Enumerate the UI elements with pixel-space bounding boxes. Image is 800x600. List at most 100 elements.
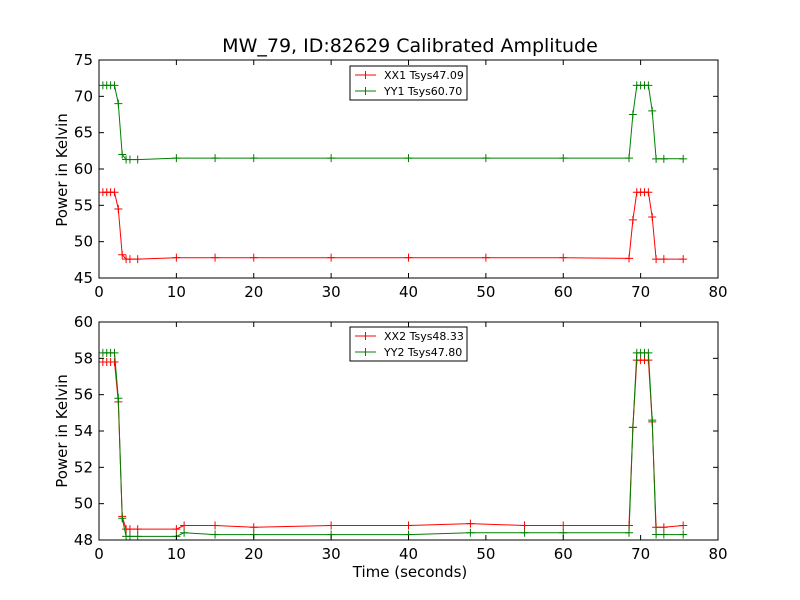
data-point-marker — [652, 154, 661, 163]
data-point-marker — [659, 255, 668, 264]
series-line-2 — [102, 352, 684, 537]
data-point-marker — [625, 528, 634, 537]
data-point-marker — [652, 530, 661, 539]
data-point-marker — [628, 423, 637, 432]
x-tick-label: 80 — [708, 545, 727, 563]
x-tick-label: 0 — [94, 545, 104, 563]
data-point-marker — [114, 394, 123, 403]
bottom-plot: 0 10 20 30 40 50 60 70 80 48 50 52 54 56 58 60 XX2 Tsys4… — [74, 313, 728, 563]
y-tick-label: 60 — [74, 160, 93, 178]
data-point-marker — [114, 204, 123, 213]
y-tick-label: 55 — [74, 196, 93, 214]
data-point-marker — [644, 81, 653, 90]
legend-marker — [362, 332, 369, 340]
x-tick-label: 30 — [322, 545, 341, 563]
data-point-marker — [211, 154, 220, 163]
data-point-marker — [481, 154, 490, 163]
chart-title: MW_79, ID:82629 Calibrated Amplitude — [222, 35, 598, 57]
y-tick-label: 50 — [74, 233, 93, 251]
legend-marker — [362, 87, 369, 95]
series-line-1 — [102, 191, 684, 260]
data-point-marker — [466, 519, 475, 528]
data-point-marker — [644, 348, 653, 357]
data-point-marker — [648, 212, 657, 221]
data-point-marker — [180, 521, 189, 530]
data-point-marker — [327, 253, 336, 262]
legend-marker — [362, 348, 369, 356]
y-tick-label: 48 — [74, 531, 93, 549]
data-point-marker — [118, 250, 127, 259]
data-point-marker — [559, 253, 568, 262]
y-axis-label-top: Power in Kelvin — [53, 113, 71, 227]
data-point-marker — [133, 532, 142, 541]
data-point-marker — [404, 253, 413, 262]
series-line-1 — [102, 359, 684, 530]
data-point-marker — [110, 348, 119, 357]
data-point-marker — [133, 155, 142, 164]
data-point-marker — [652, 255, 661, 264]
y-tick-label: 70 — [74, 87, 93, 105]
data-point-marker — [466, 528, 475, 537]
data-point-marker — [327, 521, 336, 530]
x-tick-label: 10 — [167, 283, 186, 301]
data-point-marker — [659, 523, 668, 532]
x-tick-label: 20 — [244, 545, 263, 563]
legend-label: YY1 Tsys60.70 — [383, 85, 462, 98]
data-point-marker — [249, 523, 258, 532]
x-tick-label: 50 — [476, 545, 495, 563]
legend-marker — [362, 71, 369, 79]
data-point-marker — [327, 154, 336, 163]
data-point-marker — [110, 357, 119, 366]
x-tick-label: 80 — [708, 283, 727, 301]
x-tick-label: 50 — [476, 283, 495, 301]
legend-label: YY2 Tsys47.80 — [383, 346, 462, 359]
data-point-marker — [172, 253, 181, 262]
y-tick-label: 50 — [74, 495, 93, 513]
data-point-marker — [125, 525, 134, 534]
data-point-marker — [559, 521, 568, 530]
legend-label: XX2 Tsys48.33 — [384, 330, 464, 343]
data-point-marker — [628, 215, 637, 224]
legend-box — [349, 326, 468, 362]
data-point-marker — [648, 416, 657, 425]
data-point-marker — [404, 521, 413, 530]
x-tick-label: 30 — [322, 283, 341, 301]
data-point-marker — [628, 110, 637, 119]
data-point-marker — [679, 255, 688, 264]
data-point-marker — [180, 528, 189, 537]
data-point-marker — [125, 255, 134, 264]
data-point-marker — [125, 532, 134, 541]
data-point-marker — [133, 525, 142, 534]
data-point-marker — [125, 155, 134, 164]
y-tick-label: 58 — [74, 349, 93, 367]
data-point-marker — [481, 253, 490, 262]
y-tick-label: 52 — [74, 458, 93, 476]
legend: XX1 Tsys47.09 YY1 Tsys60.70 — [349, 65, 468, 101]
x-tick-label: 20 — [244, 283, 263, 301]
data-point-marker — [659, 154, 668, 163]
y-tick-label: 54 — [74, 422, 93, 440]
data-point-marker — [172, 154, 181, 163]
x-tick-label: 40 — [399, 283, 418, 301]
data-point-marker — [644, 188, 653, 197]
data-point-marker — [249, 253, 258, 262]
data-point-marker — [520, 528, 529, 537]
data-point-marker — [520, 521, 529, 530]
data-point-marker — [118, 150, 127, 159]
y-tick-label: 65 — [74, 124, 93, 142]
data-point-marker — [110, 81, 119, 90]
data-point-marker — [211, 521, 220, 530]
x-axis-label: Time (seconds) — [352, 563, 468, 581]
y-tick-label: 60 — [74, 313, 93, 331]
x-tick-label: 60 — [554, 545, 573, 563]
data-point-marker — [679, 154, 688, 163]
data-point-marker — [559, 154, 568, 163]
data-point-marker — [211, 253, 220, 262]
y-tick-label: 75 — [74, 51, 93, 69]
x-tick-label: 40 — [399, 545, 418, 563]
x-tick-label: 10 — [167, 545, 186, 563]
data-point-marker — [114, 99, 123, 108]
x-tick-label: 60 — [554, 283, 573, 301]
data-point-marker — [625, 254, 634, 263]
